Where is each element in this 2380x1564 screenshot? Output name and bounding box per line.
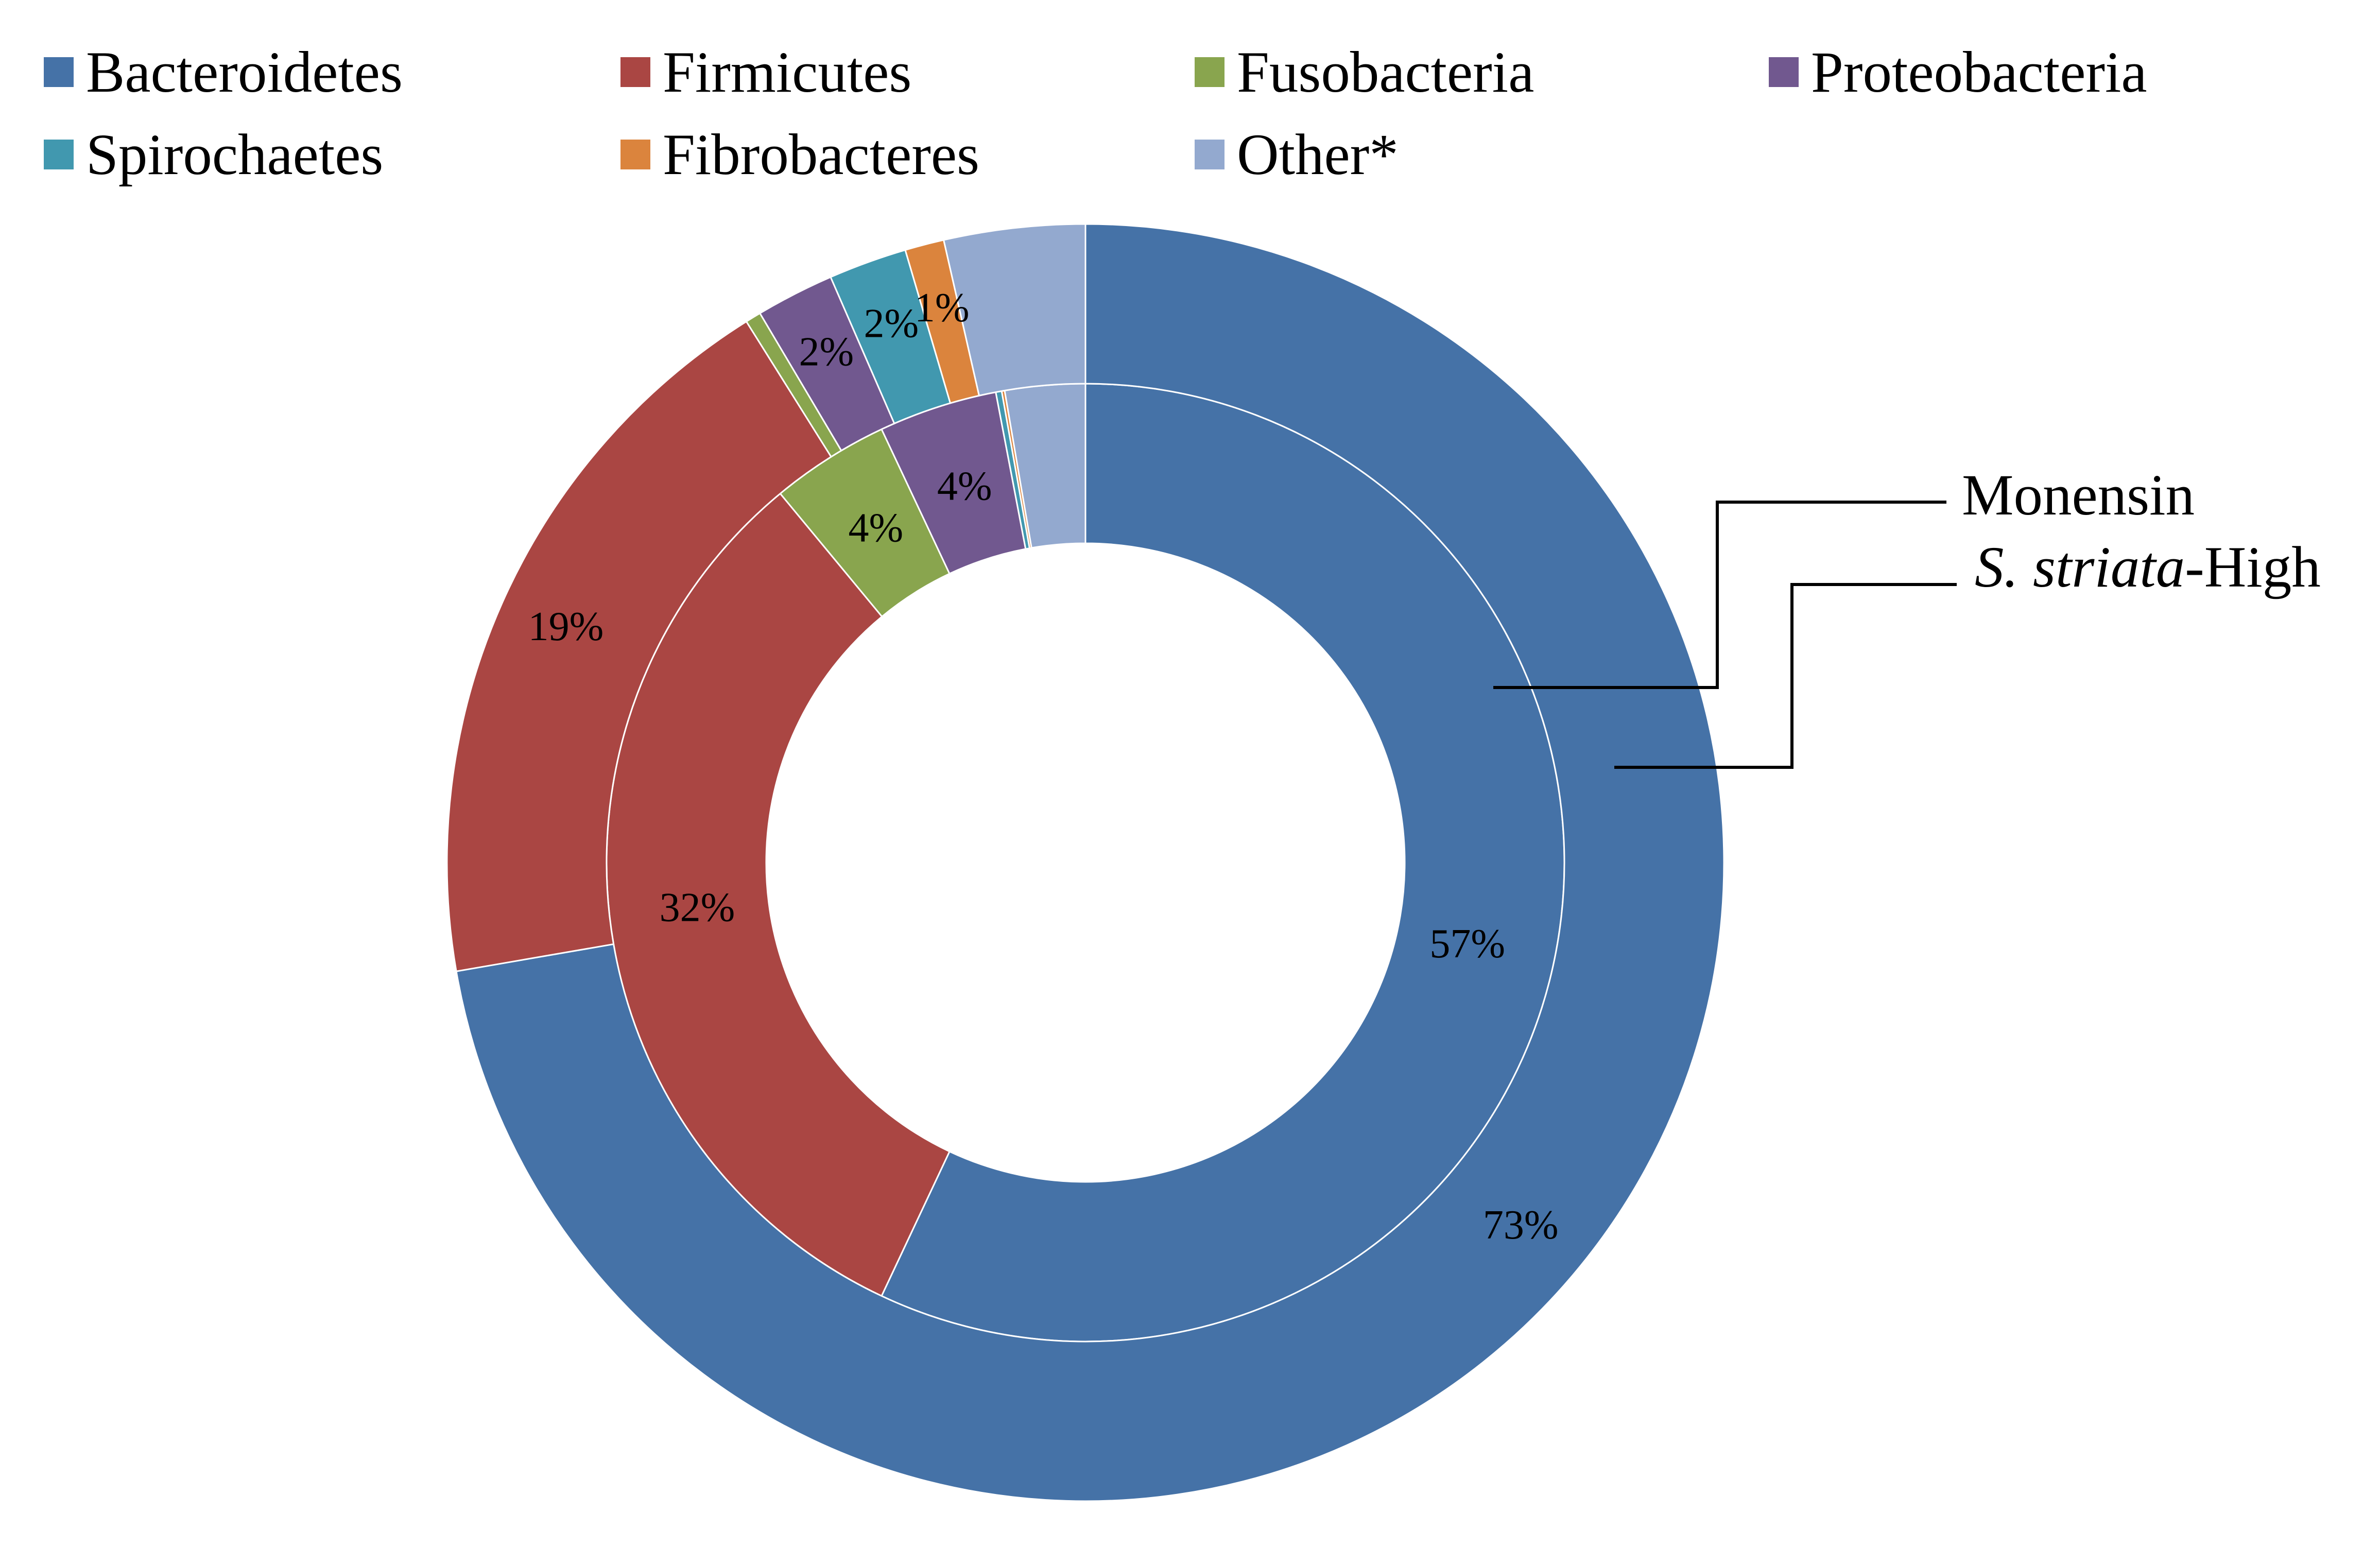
- legend-swatch: [620, 57, 650, 87]
- data-label-inner-bacteroidetes: 57%: [1429, 921, 1505, 967]
- data-label-inner-proteobacteria: 4%: [937, 464, 992, 509]
- legend-swatch: [1195, 140, 1225, 169]
- legend: Bacteroidetes Firmicutes Fusobacteria Pr…: [44, 36, 2309, 196]
- legend-label: Proteobacteria: [1811, 40, 2147, 105]
- legend-label: Other*: [1237, 122, 1399, 187]
- legend-item-fibrobacteres[interactable]: Fibrobacteres: [620, 118, 979, 191]
- donut-rings: [446, 223, 1725, 1502]
- legend-label: Firmicutes: [663, 40, 912, 105]
- legend-label: Bacteroidetes: [86, 40, 403, 105]
- data-label-outer-fibrobacteres: 1%: [915, 285, 970, 331]
- data-label-outer-bacteroidetes: 73%: [1483, 1202, 1559, 1248]
- data-label-inner-firmicutes: 32%: [660, 885, 735, 931]
- slice-outer-firmicutes[interactable]: [446, 320, 833, 972]
- series-label-text: Monensin: [1962, 463, 2195, 527]
- data-label-outer-proteobacteria: 2%: [799, 330, 854, 375]
- legend-swatch: [44, 140, 74, 169]
- data-label-outer-spirochaetes: 2%: [864, 301, 919, 347]
- legend-item-bacteroidetes[interactable]: Bacteroidetes: [44, 36, 403, 108]
- legend-label: Fibrobacteres: [663, 122, 979, 187]
- legend-item-fusobacteria[interactable]: Fusobacteria: [1195, 36, 1534, 108]
- legend-swatch: [1195, 57, 1225, 87]
- series-leader-lines: [1493, 501, 1957, 769]
- series-label-monensin: Monensin: [1962, 466, 2195, 524]
- leader-line-monensin: [1493, 501, 1946, 689]
- legend-item-firmicutes[interactable]: Firmicutes: [620, 36, 911, 108]
- series-label-suffix: -High: [2185, 535, 2321, 599]
- slice-outer-bacteroidetes[interactable]: [455, 223, 1725, 1502]
- series-label-s-striata-high: S. striata-High: [1975, 538, 2321, 596]
- legend-swatch: [44, 57, 74, 87]
- data-label-outer-firmicutes: 19%: [528, 604, 604, 649]
- legend-item-spirochaetes[interactable]: Spirochaetes: [44, 118, 383, 191]
- data-label-inner-fusobacteria: 4%: [848, 506, 903, 551]
- slice-outer-other[interactable]: [942, 223, 1086, 397]
- legend-swatch: [1769, 57, 1799, 87]
- legend-swatch: [620, 140, 650, 169]
- data-labels: 57%32%4%4%73%19%2%2%1%: [528, 285, 1559, 1248]
- legend-item-other[interactable]: Other*: [1195, 118, 1399, 191]
- legend-label: Spirochaetes: [86, 122, 384, 187]
- series-label-italic: S. striata: [1975, 535, 2185, 599]
- legend-label: Fusobacteria: [1237, 40, 1534, 105]
- legend-item-proteobacteria[interactable]: Proteobacteria: [1769, 36, 2147, 108]
- leader-line-s-striata-high: [1614, 583, 1957, 769]
